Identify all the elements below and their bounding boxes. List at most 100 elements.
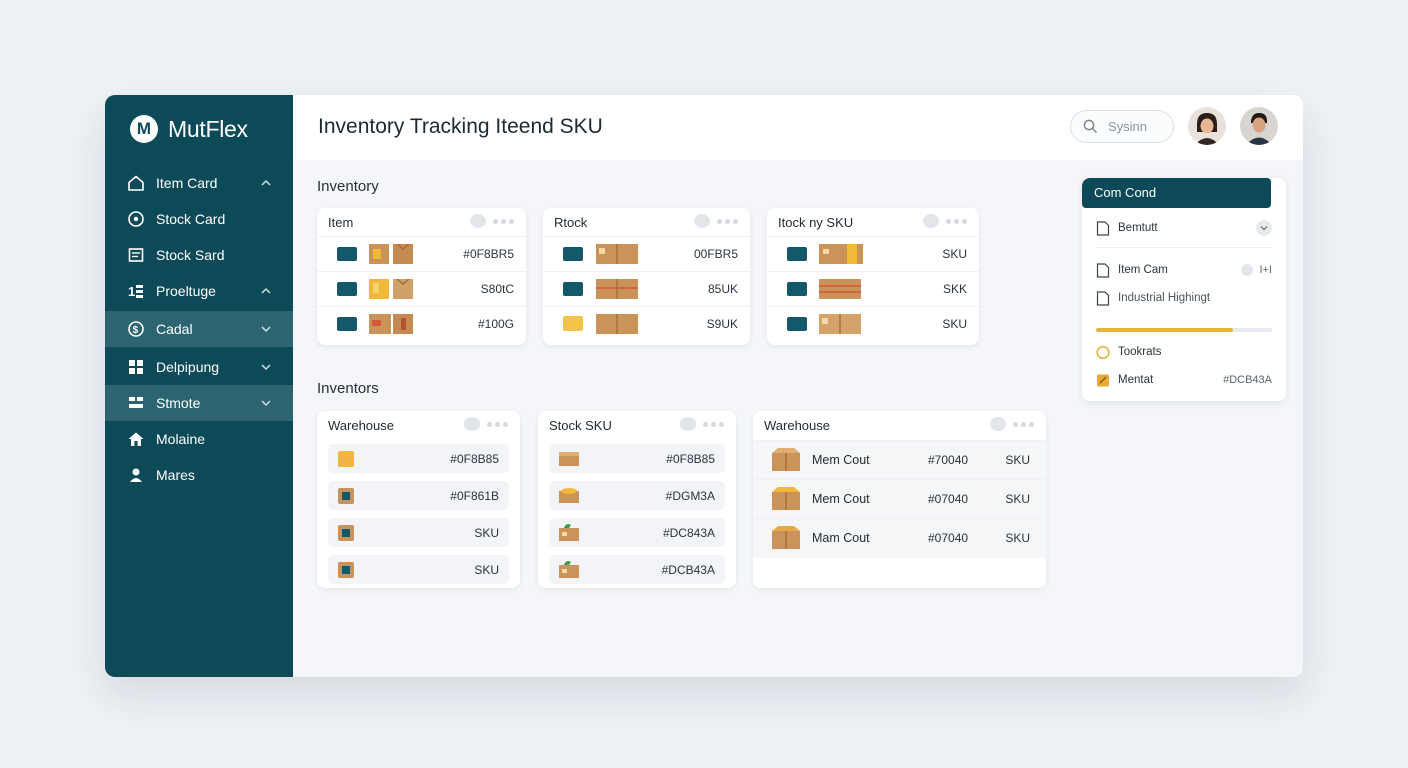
sidebar-item-cadal[interactable]: $ Cadal xyxy=(105,311,293,347)
table-row[interactable]: SKU xyxy=(767,306,979,340)
panel-title[interactable]: Com Cond xyxy=(1082,178,1271,208)
table-body xyxy=(753,440,1046,558)
box-icon xyxy=(819,314,861,334)
table-row[interactable]: S9UK xyxy=(543,306,750,340)
list-item[interactable]: #0F8B85 xyxy=(549,444,725,473)
card-tools xyxy=(990,417,1034,431)
more-icon[interactable] xyxy=(493,218,514,224)
list-item[interactable]: #DGM3A xyxy=(549,481,725,510)
panel-item[interactable]: Industrial Highingt xyxy=(1096,287,1272,309)
table-row[interactable]: SKU xyxy=(767,236,979,270)
box-icon xyxy=(596,314,638,334)
section-title-inventory: Inventory xyxy=(317,178,379,195)
sidebar-item-label: Stock Sard xyxy=(156,247,225,263)
box-icon xyxy=(338,488,354,504)
table-row[interactable]: S80tC xyxy=(317,271,526,305)
comment-icon[interactable] xyxy=(680,417,696,431)
more-icon[interactable] xyxy=(703,421,724,427)
sidebar-item-label: Molaine xyxy=(156,431,206,447)
more-icon[interactable] xyxy=(946,218,967,224)
more-icon[interactable] xyxy=(717,218,738,224)
table-row[interactable]: Mam Cout #07040 SKU xyxy=(753,518,1046,557)
section-title-inventors: Inventors xyxy=(317,380,379,397)
table-row[interactable]: #0F8BR5 xyxy=(317,236,526,270)
row-value: #DCB43A xyxy=(661,563,715,577)
table-row[interactable]: #100G xyxy=(317,306,526,340)
card-header: Warehouse xyxy=(764,418,830,433)
list-item[interactable]: #0F861B xyxy=(328,481,509,510)
sidebar-item-stock-sard[interactable]: Stock Sard xyxy=(105,237,293,273)
comment-icon[interactable] xyxy=(470,214,486,228)
panel-item-label: Bemtutt xyxy=(1118,222,1158,234)
list-item[interactable]: #DC843A xyxy=(549,518,725,547)
card-tools xyxy=(694,214,738,228)
more-icon[interactable] xyxy=(1013,421,1034,427)
sidebar-item-item-card[interactable]: Item Card xyxy=(105,165,293,201)
sidebar-item-label: Mares xyxy=(156,467,195,483)
box-icon xyxy=(772,448,800,471)
avatar[interactable] xyxy=(1188,107,1226,145)
table-row[interactable]: 85UK xyxy=(543,271,750,305)
inventors-card-warehouse: Warehouse #0F8B85 #0F861B SKU SKU xyxy=(317,411,520,588)
table-row[interactable]: 00FBR5 xyxy=(543,236,750,270)
sidebar-item-label: Proeltuge xyxy=(156,283,216,299)
row-value: #0F861B xyxy=(450,489,499,503)
user-icon xyxy=(127,466,145,484)
box-icon xyxy=(772,487,800,510)
list-item[interactable]: #DCB43A xyxy=(549,555,725,584)
list-item[interactable]: SKU xyxy=(328,518,509,547)
sidebar-item-stock-card[interactable]: Stock Card xyxy=(105,201,293,237)
panel-item-label: Industrial Highingt xyxy=(1118,292,1211,304)
sidebar-item-delpipung[interactable]: Delpipung xyxy=(105,349,293,385)
comment-icon[interactable] xyxy=(990,417,1006,431)
row-value: #0F8B85 xyxy=(450,452,499,466)
chevron-down-icon xyxy=(261,364,271,371)
row-value: S80tC xyxy=(480,282,514,296)
dollar-icon: $ xyxy=(127,320,145,338)
document-icon xyxy=(1096,220,1110,236)
comment-icon[interactable] xyxy=(923,214,939,228)
avatar[interactable] xyxy=(1240,107,1278,145)
panel-item-toggle[interactable] xyxy=(1256,220,1272,236)
inventory-card-rtock: Rtock 00FBR5 85UK S9UK xyxy=(543,208,750,345)
sidebar-item-mares[interactable]: Mares xyxy=(105,457,293,493)
panel-item[interactable]: Tookrats xyxy=(1096,341,1272,363)
chevron-up-icon xyxy=(261,287,271,294)
progress-fill xyxy=(1096,328,1234,332)
table-row[interactable]: Mem Cout #07040 SKU xyxy=(753,479,1046,518)
more-icon[interactable] xyxy=(487,421,508,427)
inventory-card-stock-by-sku: Itock ny SKU SKU SKK SKU xyxy=(767,208,979,345)
house-icon xyxy=(127,430,145,448)
comment-icon[interactable] xyxy=(464,417,480,431)
brand[interactable]: M MutFlex xyxy=(130,113,248,145)
comment-icon[interactable] xyxy=(694,214,710,228)
warehouse-name: Mem Cout xyxy=(812,492,870,506)
warehouse-sku: SKU xyxy=(1005,492,1030,506)
table-row[interactable]: SKK xyxy=(767,271,979,305)
card-tools xyxy=(464,417,508,431)
status-dot-icon xyxy=(1241,264,1254,276)
teal-box-icon xyxy=(787,317,807,331)
search-input[interactable]: Sysinn xyxy=(1070,110,1174,143)
row-value: #DGM3A xyxy=(665,489,715,503)
inventory-card-item: Item #0F8BR5 S80tC #100G xyxy=(317,208,526,345)
tag-icon xyxy=(1097,374,1109,386)
sidebar-item-stmote[interactable]: Stmote xyxy=(105,385,293,421)
row-value: SKU xyxy=(942,247,967,261)
sidebar-item-molaine[interactable]: Molaine xyxy=(105,421,293,457)
panel-item[interactable]: Bemtutt xyxy=(1096,217,1272,239)
panel-item-label: Mentat xyxy=(1118,374,1154,386)
warehouse-sku: SKU xyxy=(1005,531,1030,545)
warehouse-code: #70040 xyxy=(928,453,969,467)
svg-text:$: $ xyxy=(133,325,139,336)
list-item[interactable]: SKU xyxy=(328,555,509,584)
warehouse-table-card: Warehouse Mem Cout #70040 SKU Mem Cout #… xyxy=(753,411,1046,588)
teal-box-icon xyxy=(563,282,583,296)
sidebar-item-label: Item Card xyxy=(156,175,218,191)
panel-item[interactable]: Item Cam I+I xyxy=(1096,259,1272,281)
row-value: #100G xyxy=(477,317,514,331)
sidebar-item-proeltuge[interactable]: 1 Proeltuge xyxy=(105,273,293,309)
panel-item[interactable]: Mentat #DCB43A xyxy=(1096,369,1272,391)
list-item[interactable]: #0F8B85 xyxy=(328,444,509,473)
table-row[interactable]: Mem Cout #70040 SKU xyxy=(753,440,1046,479)
